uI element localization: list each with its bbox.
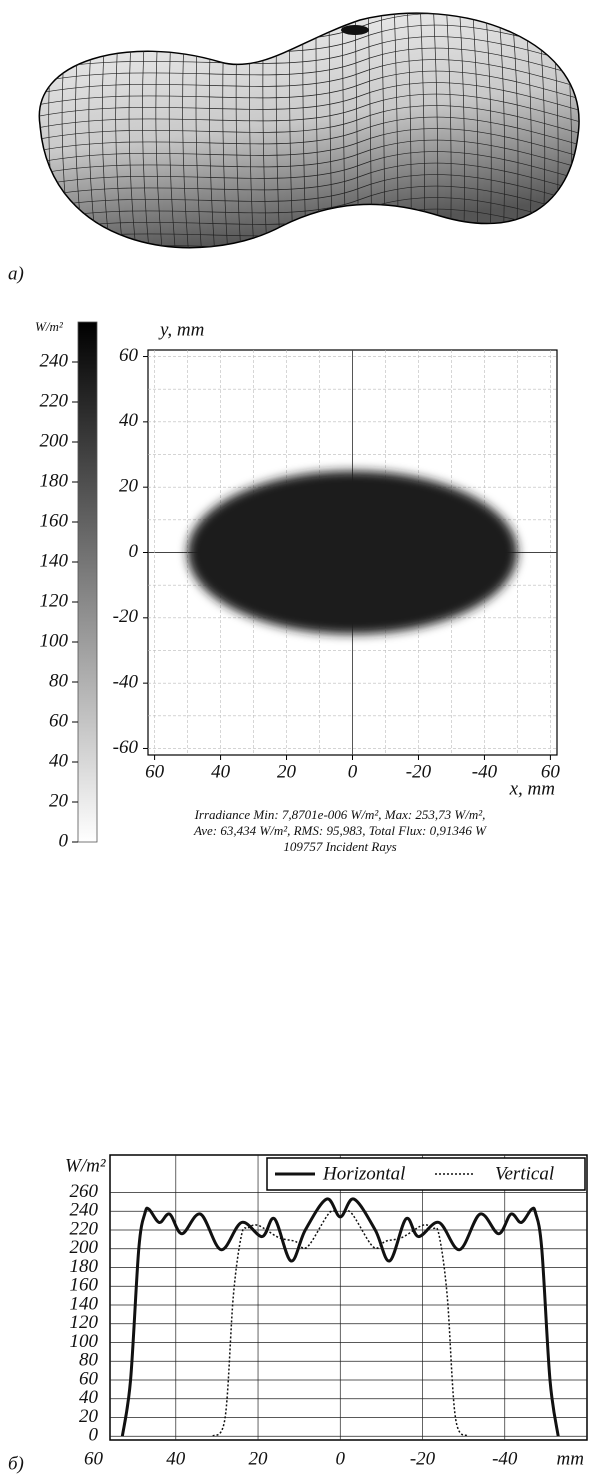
y-tick-label: 140 xyxy=(70,1293,99,1314)
y-tick-label: 60 xyxy=(119,345,139,366)
y-tick-label: 0 xyxy=(89,1425,99,1446)
x-tick-label: -40 xyxy=(472,761,498,782)
x-tick-label: -20 xyxy=(406,761,432,782)
colorbar-tick-label: 220 xyxy=(40,390,69,411)
x-tick-label: 20 xyxy=(277,761,297,782)
y-axis-label: W/m² xyxy=(65,1155,106,1176)
y-tick-label: -40 xyxy=(113,672,139,693)
y-tick-label: -20 xyxy=(113,606,139,627)
y-tick-label: 60 xyxy=(79,1368,99,1389)
colorbar xyxy=(78,322,97,842)
y-tick-label: 0 xyxy=(129,541,139,562)
y-tick-label: 120 xyxy=(70,1312,99,1333)
panel-label: a) xyxy=(8,263,24,284)
x-tick-label: 60 xyxy=(84,1448,104,1469)
y-tick-label: 160 xyxy=(70,1275,99,1296)
plot-area xyxy=(110,1155,587,1440)
y-tick-label: 80 xyxy=(79,1350,99,1371)
y-tick-label: 100 xyxy=(70,1331,99,1352)
y-tick-label: 40 xyxy=(119,410,139,431)
colorbar-label: W/m² xyxy=(35,319,64,334)
x-tick-label: 0 xyxy=(348,761,358,782)
mesh-line xyxy=(22,0,34,270)
x-tick-label: 60 xyxy=(145,761,165,782)
colorbar-tick-label: 60 xyxy=(49,710,69,731)
x-axis-label: x, mm xyxy=(509,778,555,799)
figure: a) W/m²020406080100120140160180200220240… xyxy=(0,0,589,1475)
colorbar-tick-label: 180 xyxy=(40,470,69,491)
y-axis-label: y, mm xyxy=(158,319,204,340)
mesh-line xyxy=(20,232,589,270)
x-tick-label: 40 xyxy=(166,1448,186,1469)
colorbar-tick-label: 80 xyxy=(49,670,69,691)
surface-dimple xyxy=(341,25,369,35)
x-tick-label: -40 xyxy=(492,1448,518,1469)
colorbar-tick-label: 40 xyxy=(49,750,69,771)
y-tick-label: 220 xyxy=(70,1218,99,1239)
y-tick-label: 240 xyxy=(70,1200,99,1221)
irradiance-spot xyxy=(188,471,518,634)
caption: 109757 Incident Rays xyxy=(283,839,396,854)
y-tick-label: 180 xyxy=(70,1256,99,1277)
y-tick-label: 20 xyxy=(119,476,139,497)
colorbar-tick-label: 240 xyxy=(40,350,69,371)
y-tick-label: 260 xyxy=(70,1181,99,1202)
y-tick-label: 200 xyxy=(70,1237,99,1258)
legend-label: Vertical xyxy=(495,1163,554,1184)
x-tick-label: 0 xyxy=(336,1448,346,1469)
x-tick-label: 20 xyxy=(249,1448,269,1469)
y-tick-label: 40 xyxy=(79,1387,99,1408)
y-tick-label: 20 xyxy=(79,1406,99,1427)
x-axis-label: mm xyxy=(557,1448,584,1469)
caption: Ave: 63,434 W/m², RMS: 95,983, Total Flu… xyxy=(193,823,487,838)
colorbar-tick-label: 20 xyxy=(49,790,69,811)
colorbar-tick-label: 100 xyxy=(40,630,69,651)
x-tick-label: 40 xyxy=(211,761,231,782)
colorbar-tick-label: 120 xyxy=(40,590,69,611)
colorbar-tick-label: 160 xyxy=(40,510,69,531)
colorbar-tick-label: 200 xyxy=(40,430,69,451)
caption: Irradiance Min: 7,8701e-006 W/m², Max: 2… xyxy=(194,807,486,822)
legend-label: Horizontal xyxy=(322,1163,405,1184)
panel-label: б) xyxy=(8,1453,24,1474)
colorbar-tick-label: 140 xyxy=(40,550,69,571)
x-tick-label: -20 xyxy=(410,1448,436,1469)
mesh-line xyxy=(20,0,589,28)
y-tick-label: -60 xyxy=(113,737,139,758)
colorbar-tick-label: 0 xyxy=(59,830,69,851)
surface-plot xyxy=(20,0,589,270)
